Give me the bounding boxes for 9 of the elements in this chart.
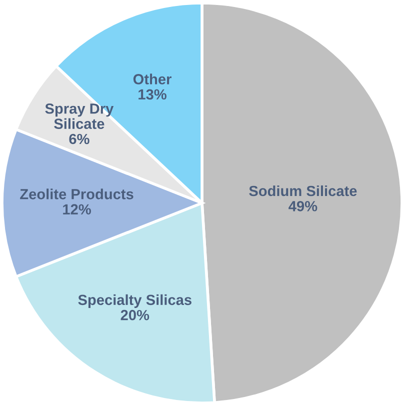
data-label: 49% (288, 201, 318, 212)
slice-label: Other (133, 74, 172, 84)
data-label: 12% (63, 204, 91, 214)
slice-label: Sodium Silicate (249, 185, 357, 196)
data-label: 20% (120, 310, 150, 320)
data-label: 13% (138, 89, 166, 100)
slice-label: Specialty Silicas (78, 294, 192, 308)
data-label: 6% (69, 134, 90, 144)
slice-label: Zeolite Products (20, 188, 134, 200)
